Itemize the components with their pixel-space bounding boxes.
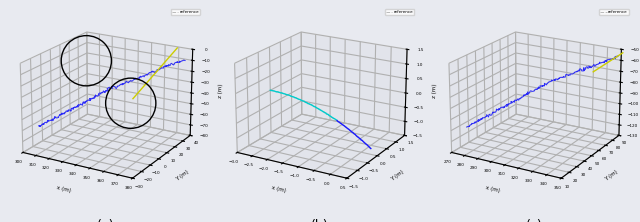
Text: (c): (c) [526, 219, 543, 222]
X-axis label: x (m): x (m) [56, 185, 72, 193]
Legend: reference: reference [170, 9, 200, 15]
Legend: reference: reference [599, 9, 629, 15]
Text: (a): (a) [97, 219, 115, 222]
Text: (b): (b) [311, 219, 329, 222]
Legend: reference: reference [385, 9, 415, 15]
Y-axis label: Y (m): Y (m) [175, 169, 190, 182]
X-axis label: x (m): x (m) [271, 185, 286, 193]
Y-axis label: Y (m): Y (m) [390, 169, 404, 182]
Y-axis label: Y (m): Y (m) [604, 169, 619, 182]
X-axis label: x (m): x (m) [485, 185, 500, 193]
